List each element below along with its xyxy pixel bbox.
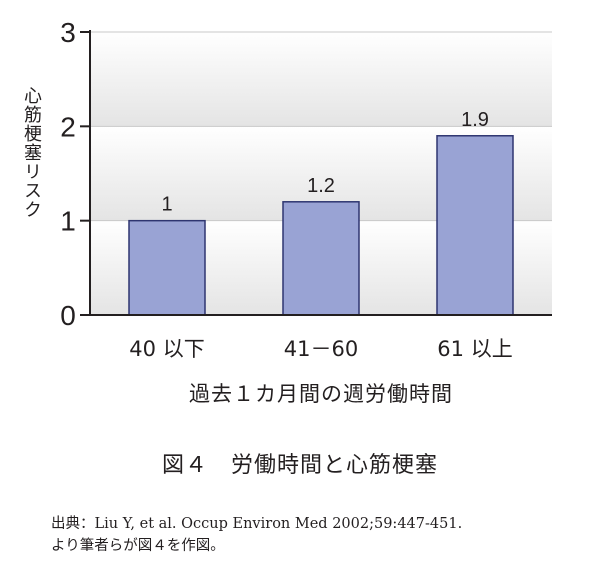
bar-chart: 0 1 2 3 1 40 以下 1.2 41－60 1.9 61 以上 [60, 17, 552, 361]
data-label: 1.2 [307, 175, 335, 197]
data-label: 1 [161, 194, 172, 216]
y-axis-label: 心筋梗塞リスク [21, 86, 42, 219]
figure-caption: 図４ 労働時間と心筋梗塞 [161, 453, 438, 478]
source-note: 出典：Liu Y, et al. Occup Environ Med 2002;… [51, 513, 581, 557]
background-band [90, 32, 552, 127]
source-line-2: より筆者らが図４を作図。 [51, 538, 225, 554]
data-label: 1.9 [461, 109, 489, 131]
y-tick-label: 2 [60, 111, 76, 142]
x-tick-label: 40 以下 [129, 337, 204, 361]
bar [282, 201, 360, 316]
axes [89, 30, 552, 316]
y-tick-label: 3 [60, 17, 76, 48]
y-ticks: 0 1 2 3 [60, 17, 90, 331]
labels: 1 40 以下 1.2 41－60 1.9 61 以上 [129, 109, 512, 361]
x-tick-label: 41－60 [284, 337, 358, 361]
source-line-1: 出典：Liu Y, et al. Occup Environ Med 2002;… [51, 516, 463, 532]
bars [128, 135, 514, 316]
x-tick-label: 61 以上 [437, 337, 512, 361]
bar [436, 135, 514, 316]
x-axis-label: 過去１カ月間の週労働時間 [189, 382, 453, 406]
y-tick-label: 0 [60, 300, 76, 331]
bar [128, 219, 206, 316]
y-tick-label: 1 [60, 206, 76, 237]
